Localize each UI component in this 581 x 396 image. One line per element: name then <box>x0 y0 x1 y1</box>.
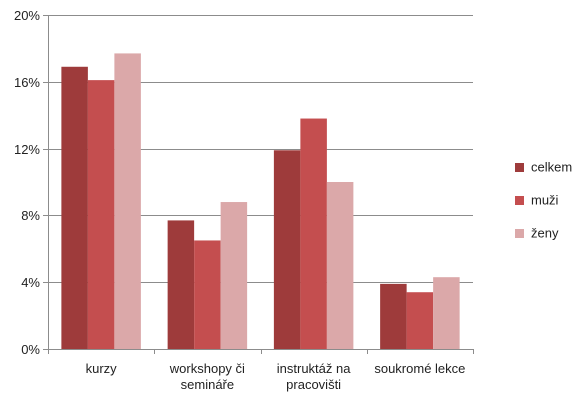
y-tick-label: 12% <box>14 142 40 157</box>
y-tick-label: 4% <box>21 275 40 290</box>
legend-label: ženy <box>531 226 559 241</box>
x-tick-label: workshopy či <box>169 361 245 376</box>
bar-ženy-0 <box>114 53 141 349</box>
bar-celkem-3 <box>380 283 407 349</box>
legend-label: muži <box>531 193 559 208</box>
bar-muži-1 <box>194 240 221 349</box>
bar-ženy-2 <box>326 182 354 349</box>
x-tick-label: semináře <box>181 377 234 392</box>
bars <box>61 53 460 350</box>
bar-celkem-0 <box>61 66 88 350</box>
y-axis-tick-labels: 0% 4% 8% 12% 16% 20% <box>14 8 40 357</box>
legend-swatch-muži <box>515 196 524 205</box>
x-tick-label: instruktáž na <box>277 361 351 376</box>
y-tick-label: 8% <box>21 208 40 223</box>
legend-swatch-ženy <box>515 229 524 238</box>
y-tick-label: 16% <box>14 75 40 90</box>
bar-muži-0 <box>87 80 115 349</box>
bar-ženy-3 <box>433 277 460 349</box>
bar-celkem-2 <box>273 150 301 349</box>
bar-muži-3 <box>406 292 434 349</box>
bar-celkem-1 <box>167 220 195 349</box>
legend: celkem muži ženy <box>515 160 572 241</box>
axes <box>43 15 474 354</box>
legend-label: celkem <box>531 160 572 175</box>
legend-swatch-celkem <box>515 163 524 172</box>
bar-ženy-1 <box>220 202 248 349</box>
x-tick-label: soukromé lekce <box>374 361 465 376</box>
x-tick-label: kurzy <box>86 361 118 376</box>
y-tick-label: 20% <box>14 8 40 23</box>
bar-muži-2 <box>300 118 327 349</box>
x-tick-label: pracovišti <box>286 377 341 392</box>
y-tick-label: 0% <box>21 342 40 357</box>
